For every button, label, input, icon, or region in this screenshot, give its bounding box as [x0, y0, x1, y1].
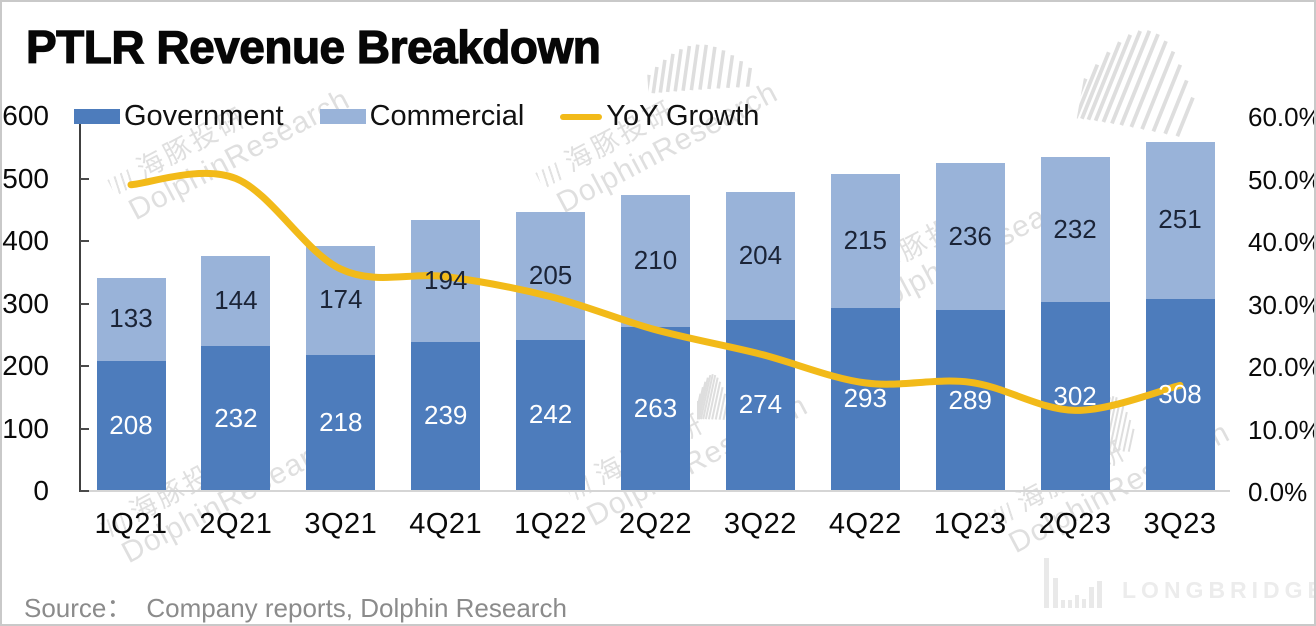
commercial-value-label: 215: [843, 224, 887, 255]
government-value-label: 232: [214, 402, 258, 433]
y-axis-tickmark: [80, 490, 89, 492]
chart-title: PTLR Revenue Breakdown: [25, 20, 601, 73]
government-value-label: 274: [738, 389, 783, 420]
commercial-value-label: 144: [214, 285, 258, 315]
legend-item-yoy-growth: YoY Growth: [560, 100, 759, 133]
chart-legend: Government Commercial YoY Growth: [74, 100, 759, 133]
y-axis-tickmark: [80, 177, 89, 180]
commercial-value-label: 194: [423, 265, 468, 295]
commercial-value-label: 205: [528, 259, 573, 290]
right-axis-tick-label: 30.0%: [1248, 289, 1316, 320]
commercial-value-label: 236: [948, 220, 992, 251]
longbridge-logo-icon: [1044, 558, 1102, 608]
commercial-value-label: 133: [109, 303, 153, 334]
hatch-logo-watermark: [644, 40, 758, 99]
y-axis-tick-label: 500: [2, 162, 49, 194]
government-value-label: 218: [319, 406, 363, 437]
y-axis-tickmark: [80, 427, 89, 430]
y-axis-tickmark: [80, 240, 89, 242]
y-axis-tick-label: 0: [33, 475, 49, 506]
longbridge-logo: LONGBRIDGE: [1044, 556, 1316, 608]
government-value-label: 239: [423, 400, 468, 431]
commercial-swatch: [319, 109, 366, 124]
x-axis-category-label: 4Q21: [409, 508, 483, 540]
government-swatch: [74, 109, 120, 124]
hatch-logo-watermark: [1068, 21, 1210, 145]
y-axis-tick-label: 400: [2, 225, 49, 256]
x-axis-category-label: 2Q21: [199, 508, 273, 540]
y-axis-tick-label: 100: [2, 412, 49, 444]
right-axis-tick-label: 20.0%: [1248, 352, 1316, 382]
legend-item-commercial: Commercial: [319, 100, 525, 133]
x-axis-category-label: 2Q23: [1038, 508, 1112, 540]
x-axis-category-label: 4Q22: [828, 508, 902, 540]
x-axis-category-label: 3Q21: [304, 508, 378, 540]
y-axis-tickmark: [80, 365, 89, 367]
commercial-value-label: 174: [319, 284, 363, 315]
government-value-label: 242: [528, 399, 573, 430]
legend-item-government: Government: [74, 100, 284, 133]
government-value-label: 302: [1053, 380, 1097, 411]
hatch-fan-icon: [644, 44, 753, 95]
government-value-label: 293: [843, 383, 887, 414]
y-axis-tick-label: 200: [2, 350, 49, 381]
government-value-label: 289: [948, 384, 992, 415]
legend-label-government: Government: [124, 100, 284, 132]
source-note: Source： Company reports, Dolphin Research: [24, 588, 567, 624]
right-axis-tick-label: 60.0%: [1248, 102, 1316, 132]
source-text: Company reports, Dolphin Research: [146, 593, 567, 623]
right-axis-tick-label: 50.0%: [1248, 164, 1316, 195]
x-axis-category-label: 3Q22: [723, 508, 797, 540]
y-axis-tickmark: [80, 302, 89, 305]
y-axis-tick-label: 600: [2, 100, 49, 131]
source-prefix: Source：: [24, 593, 133, 623]
legend-label-commercial: Commercial: [369, 100, 525, 132]
commercial-value-label: 210: [633, 245, 678, 275]
right-axis-tick-label: 10.0%: [1248, 414, 1316, 445]
x-axis-category-label: 1Q21: [94, 508, 168, 540]
government-value-label: 208: [109, 410, 153, 440]
government-value-label: 263: [633, 392, 678, 423]
longbridge-logo-text: LONGBRIDGE: [1122, 577, 1316, 603]
government-value-label: 308: [1158, 378, 1202, 409]
right-axis-tick-label: 0.0%: [1248, 477, 1308, 507]
x-axis-category-label: 3Q23: [1143, 508, 1217, 540]
y-axis-tick-label: 300: [2, 287, 49, 319]
hatch-fan-icon: [1068, 30, 1195, 137]
yoy-line-swatch: [560, 113, 603, 120]
commercial-value-label: 204: [738, 240, 783, 270]
legend-label-yoy-growth: YoY Growth: [606, 100, 760, 132]
x-axis-category-label: 2Q22: [619, 508, 692, 540]
x-axis-line: [80, 490, 1230, 492]
x-axis-category-label: 1Q23: [933, 508, 1007, 540]
commercial-value-label: 251: [1158, 204, 1202, 235]
commercial-value-label: 232: [1053, 213, 1097, 244]
right-axis-tick-label: 40.0%: [1248, 227, 1316, 257]
x-axis-category-label: 1Q22: [514, 508, 588, 540]
